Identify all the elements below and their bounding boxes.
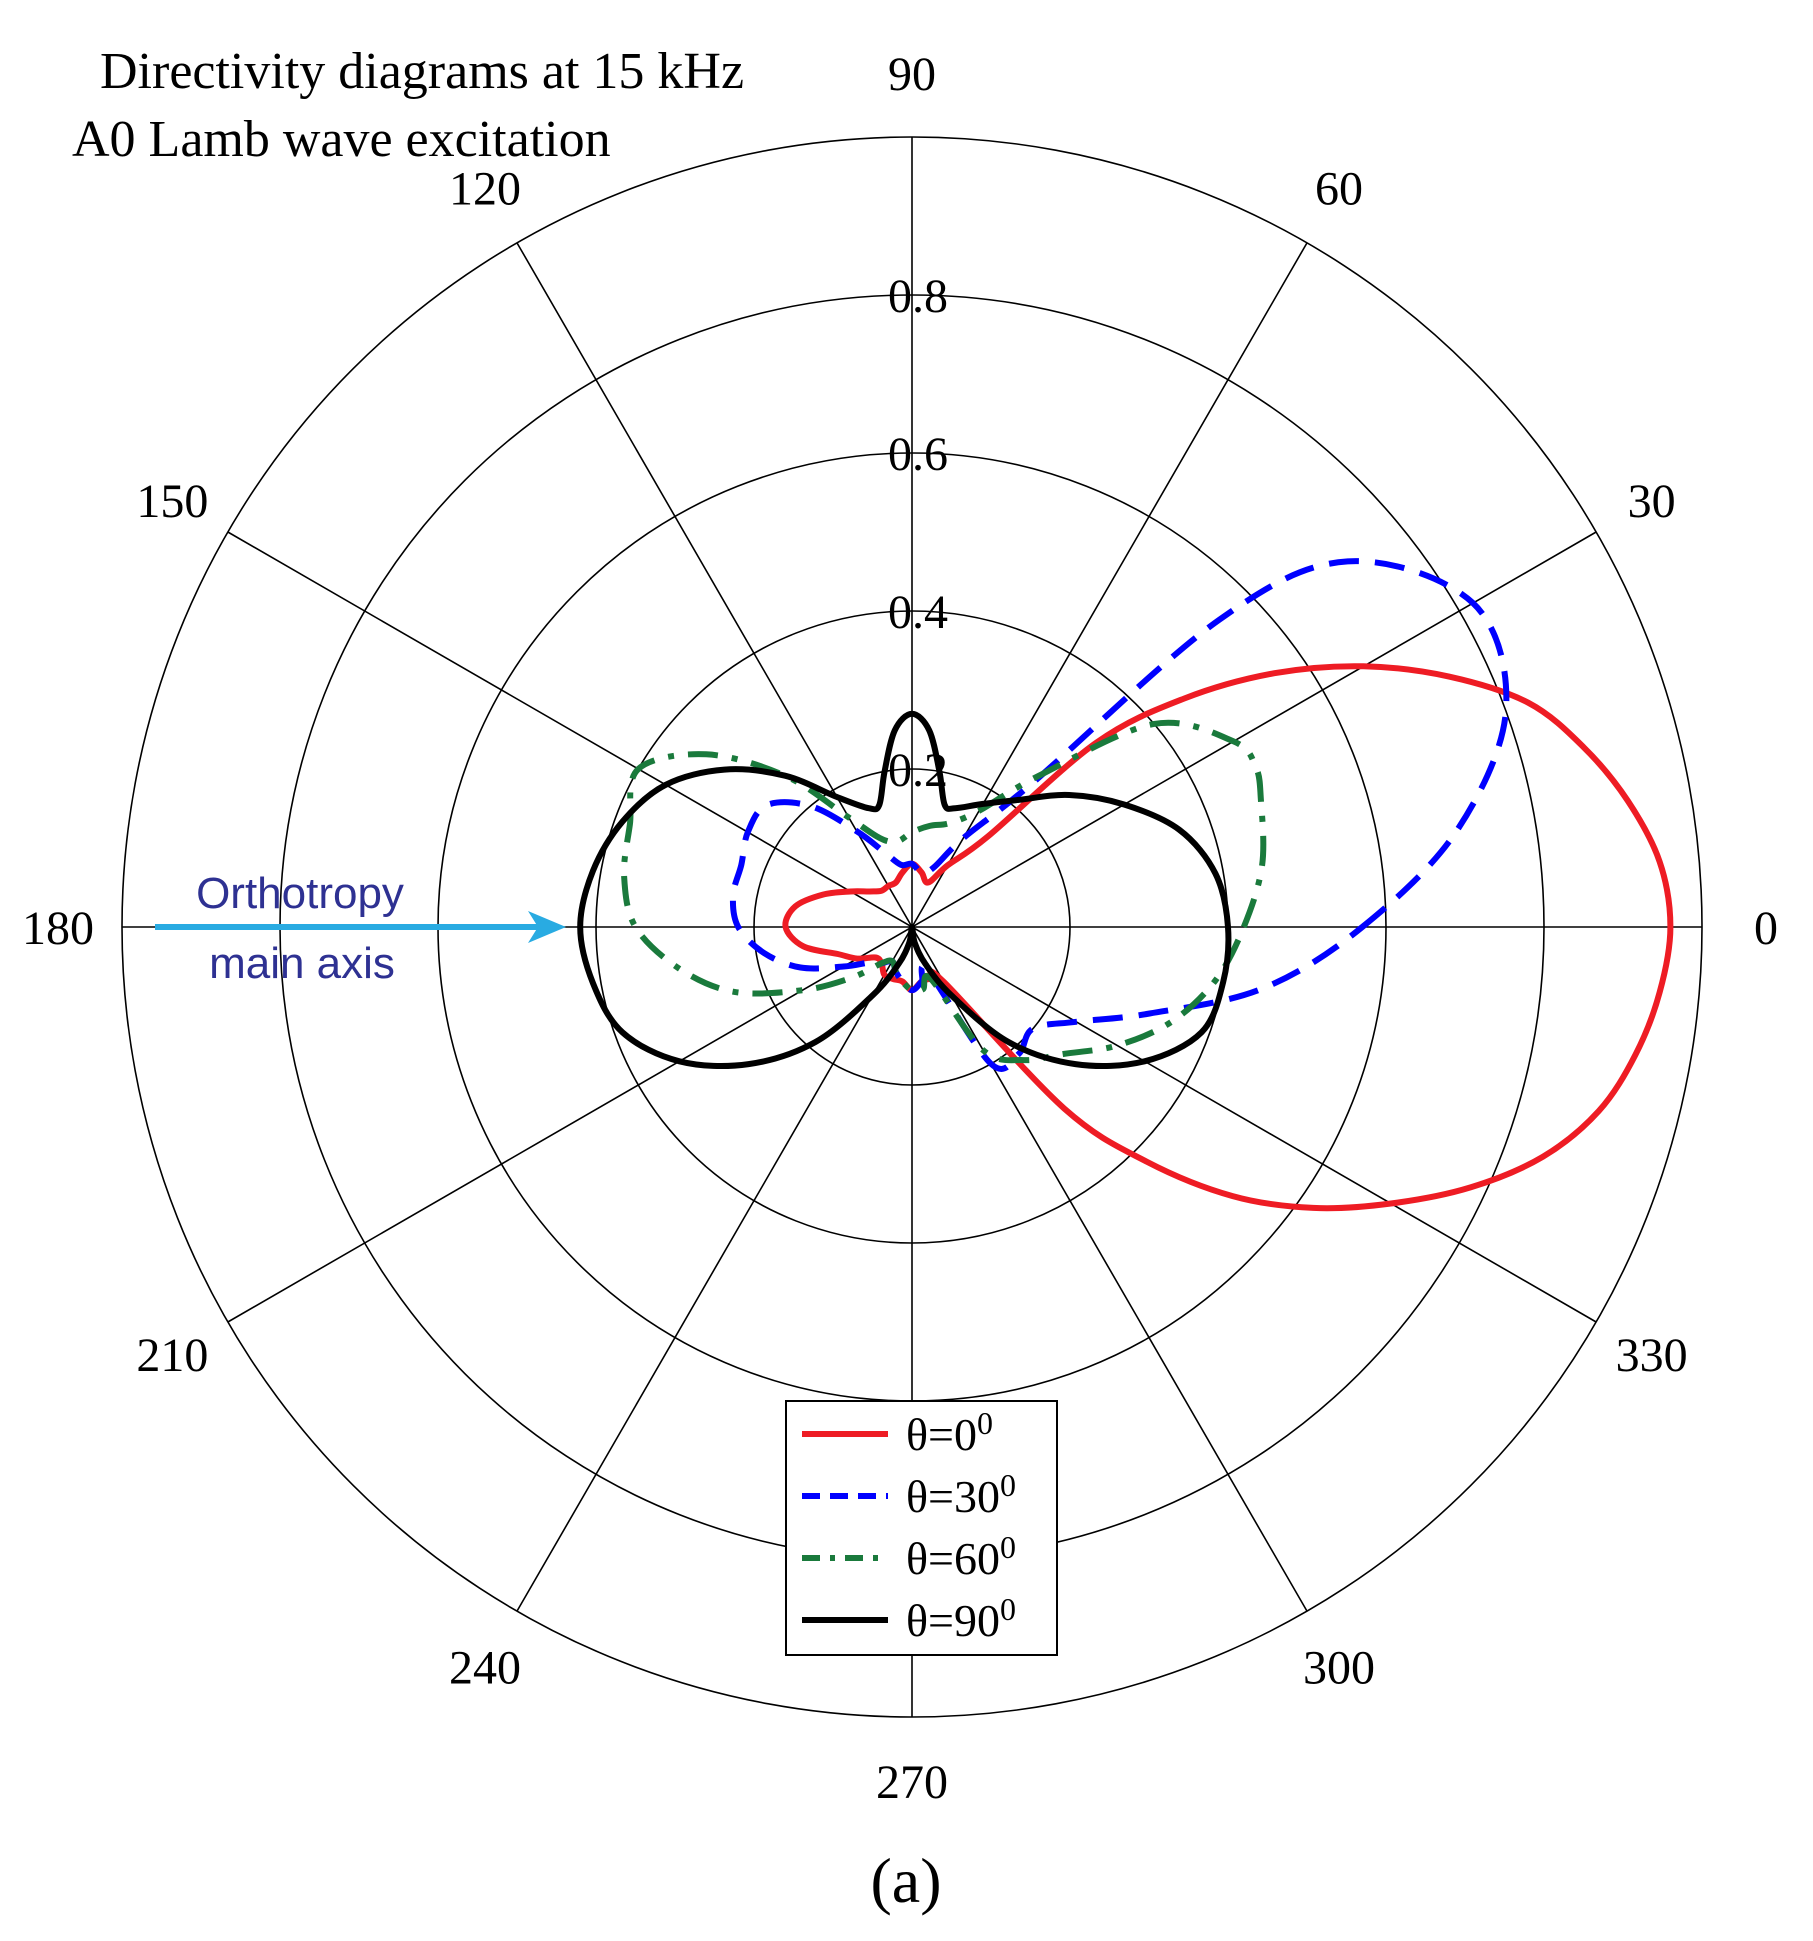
angle-tick-11: 330: [1616, 1329, 1688, 1382]
radial-tick-labels: 0.2 0.4 0.6 0.8: [888, 270, 948, 797]
legend-box: [785, 1400, 1058, 1656]
series-line-1: [729, 558, 1510, 1072]
angle-tick-7: 210: [136, 1329, 208, 1382]
angle-tick-4: 120: [449, 162, 521, 215]
legend-label-0: θ=00: [906, 1405, 993, 1460]
angle-tick-8: 240: [449, 1642, 521, 1695]
angle-tick-labels: 0 30 60 90 120 150 180 210 240 270 300 330: [22, 48, 1778, 1809]
figure-caption: (a): [870, 1845, 941, 1916]
series-line-3: [577, 710, 1232, 1069]
orthotropy-arrow-head: [528, 911, 566, 943]
annotation-line-2: main axis: [209, 939, 395, 988]
chart-title-line-2: A0 Lamb wave excitation: [72, 111, 611, 168]
series-line-0: [782, 663, 1674, 1212]
angle-tick-5: 150: [136, 475, 208, 528]
radial-tick-1: 0.4: [888, 586, 948, 639]
angle-tick-0: 0: [1754, 902, 1778, 955]
chart-title-line-1: Directivity diagrams at 15 kHz: [100, 43, 744, 100]
legend-label-2: θ=600: [906, 1529, 1016, 1584]
angle-tick-9: 270: [876, 1756, 948, 1809]
legend-label-3: θ=900: [906, 1591, 1016, 1646]
series-line-2: [620, 719, 1267, 1064]
orthotropy-annotation: Orthotropy main axis: [155, 869, 566, 988]
angle-tick-2: 60: [1315, 162, 1363, 215]
angle-tick-1: 30: [1628, 475, 1676, 528]
angle-tick-10: 300: [1303, 1642, 1375, 1695]
angle-tick-3: 90: [888, 48, 936, 101]
legend: θ=00 θ=300 θ=600 θ=900: [785, 1400, 1058, 1656]
annotation-line-1: Orthotropy: [196, 869, 404, 918]
radial-tick-2: 0.6: [888, 428, 948, 481]
radial-tick-0: 0.2: [888, 744, 948, 797]
radial-tick-3: 0.8: [888, 270, 948, 323]
angle-tick-6: 180: [22, 902, 94, 955]
data-series: [577, 558, 1674, 1212]
legend-label-1: θ=300: [906, 1467, 1016, 1522]
